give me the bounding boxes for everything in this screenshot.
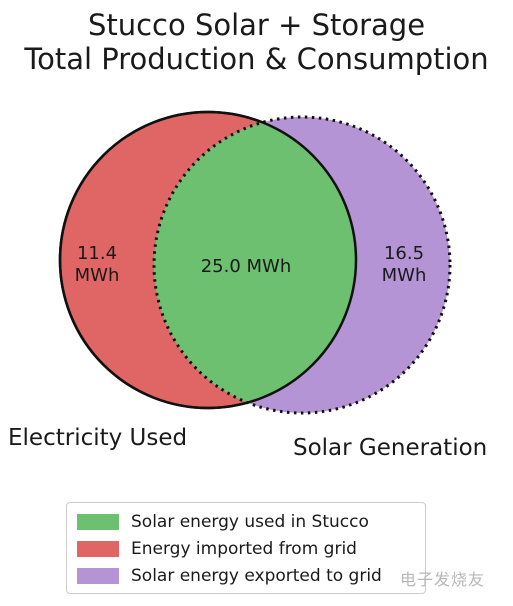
- value-label-right-line1: 16.5: [384, 243, 424, 264]
- value-label-left-line1: 11.4: [77, 243, 117, 264]
- value-label-right-line2: MWh: [382, 265, 427, 286]
- venn-circle-solar-generation-outline: [152, 115, 452, 415]
- legend-item-grid-export: Solar energy exported to grid: [77, 562, 415, 589]
- legend-swatch-purple: [77, 567, 119, 584]
- legend-swatch-green: [77, 513, 119, 530]
- watermark: 电子发烧友: [400, 570, 486, 589]
- venn-circle-electricity-used-outline: [58, 110, 358, 410]
- legend-item-solar-used: Solar energy used in Stucco: [77, 508, 415, 535]
- legend-label: Solar energy used in Stucco: [131, 511, 369, 532]
- value-label-left-line2: MWh: [75, 265, 120, 286]
- venn-intersection: [154, 117, 356, 408]
- chart-title: Stucco Solar + Storage: [87, 8, 426, 42]
- set-label-solar-generation: Solar Generation: [293, 435, 488, 461]
- legend-item-grid-import: Energy imported from grid: [77, 535, 415, 562]
- set-label-electricity-used: Electricity Used: [8, 425, 188, 451]
- legend-swatch-red: [77, 540, 119, 557]
- chart-subtitle: Total Production & Consumption: [24, 42, 489, 76]
- legend: Solar energy used in Stucco Energy impor…: [66, 502, 426, 594]
- legend-label: Energy imported from grid: [131, 538, 357, 559]
- value-label-intersection: 25.0 MWh: [201, 256, 292, 277]
- legend-label: Solar energy exported to grid: [131, 565, 382, 586]
